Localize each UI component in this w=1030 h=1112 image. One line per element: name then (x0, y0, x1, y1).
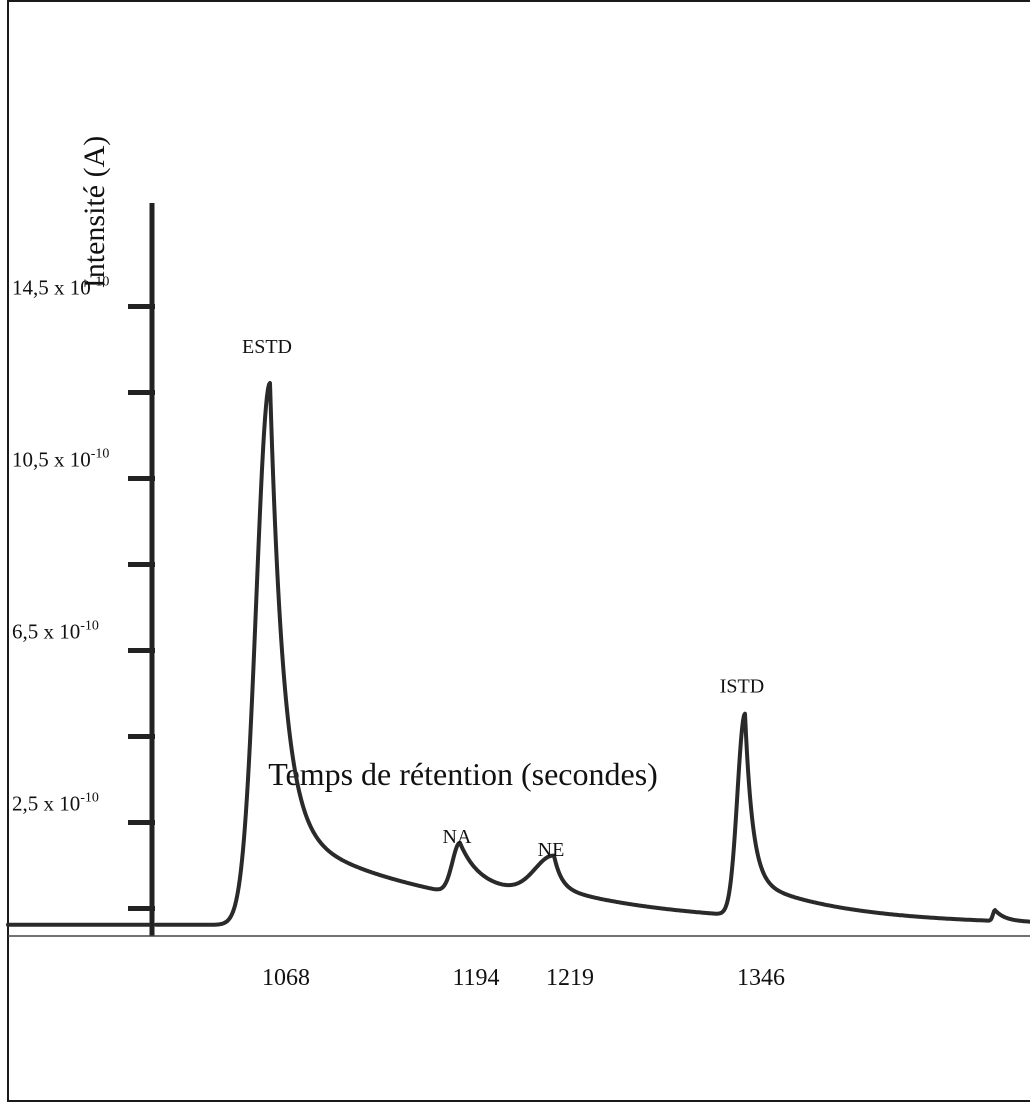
x-tick-label: 1194 (452, 965, 499, 991)
peak-label: NE (538, 839, 565, 861)
y-tick-exponent: -10 (91, 275, 110, 290)
x-tick-labels: 1068 1194 1219 1346 (262, 965, 785, 991)
y-tick-exponent: -10 (80, 619, 99, 634)
y-axis-title: Intensité (A) (78, 136, 111, 288)
y-tick-exponent: -10 (91, 447, 110, 462)
peak-label: ISTD (720, 676, 764, 698)
y-tick-label: 2,5 x 10-10 (12, 791, 99, 816)
peak-label: NA (443, 826, 472, 848)
x-tick-label: 1068 (262, 965, 310, 991)
x-tick-label: 1219 (546, 965, 594, 991)
chromatogram-trace (6, 381, 1030, 927)
x-axis-title: Temps de rétention (secondes) (268, 756, 658, 792)
peak-label: ESTD (242, 336, 292, 358)
y-ticks: 14,5 x 10-10 10,5 x 10-10 6,5 x 10-10 2,5 x… (12, 275, 155, 911)
y-tick-label: 14,5 x 10-10 (12, 275, 109, 300)
peak-labels: ESTD NA NE ISTD (242, 336, 764, 861)
y-tick-label: 10,5 x 10-10 (12, 447, 109, 472)
x-tick-label: 1346 (737, 965, 785, 991)
plot-frame (7, 0, 1030, 1102)
y-tick-label: 6,5 x 10-10 (12, 619, 99, 644)
y-tick-exponent: -10 (80, 791, 99, 806)
